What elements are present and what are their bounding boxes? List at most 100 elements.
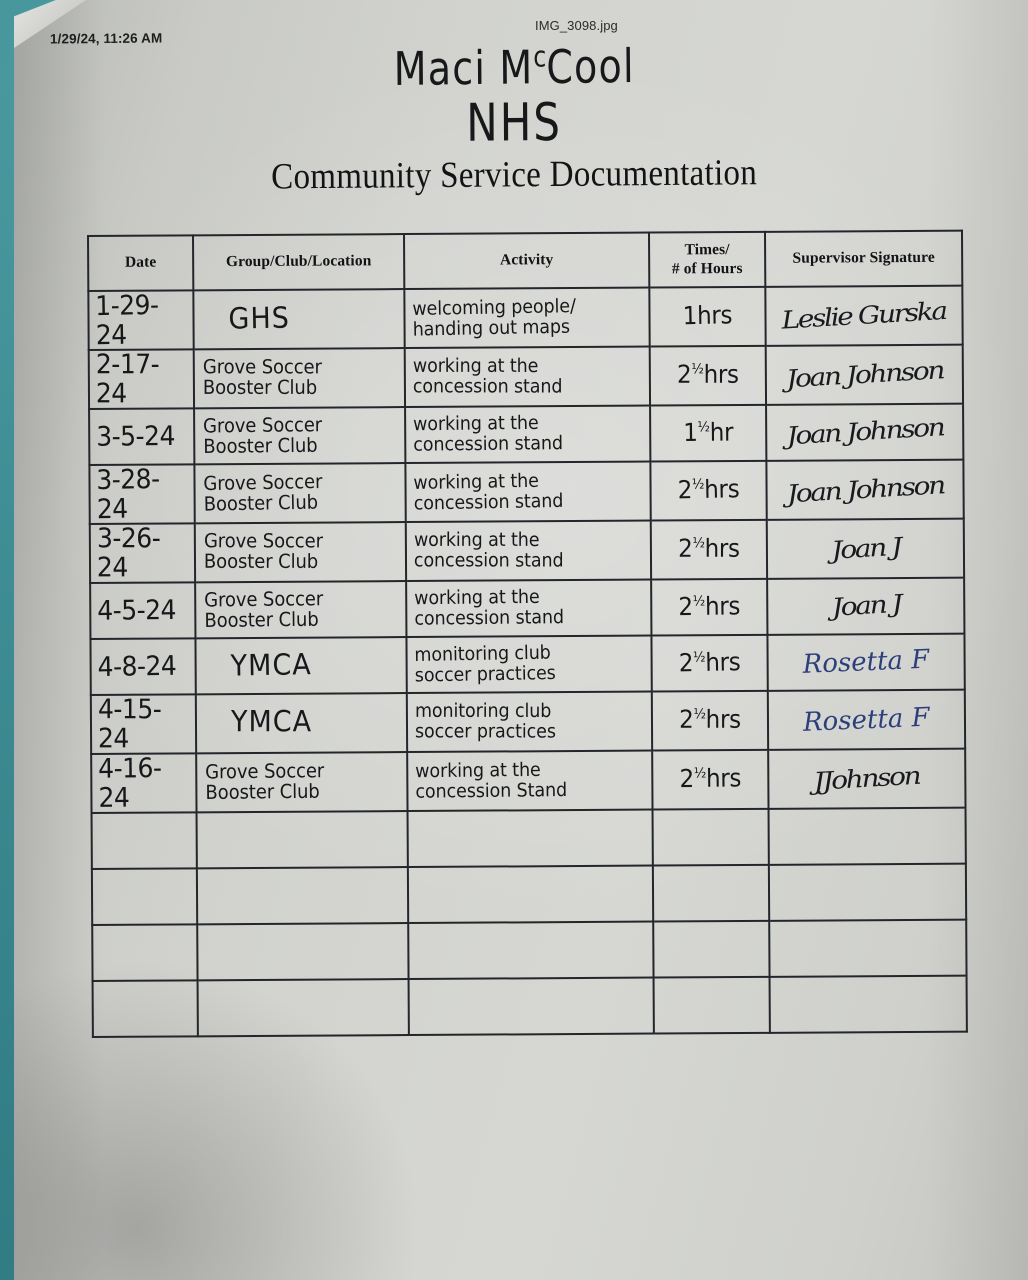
cell-group[interactable]: [197, 923, 409, 981]
cell-activity[interactable]: working at the concession stand: [405, 405, 651, 464]
cell-group[interactable]: Grove Soccer Booster Club: [194, 407, 406, 465]
cell-hours[interactable]: 2½hrs: [650, 519, 768, 580]
hours-value: 2½hrs: [651, 474, 766, 507]
hours-fraction: ½: [691, 476, 705, 494]
cell-activity[interactable]: working at the concession stand: [405, 461, 651, 523]
cell-activity[interactable]: [407, 865, 654, 924]
cell-date[interactable]: 4-16-24: [91, 752, 197, 813]
cell-date[interactable]: [91, 812, 197, 869]
cell-hours[interactable]: 2½hrs: [651, 578, 768, 636]
hours-value: [655, 1002, 769, 1008]
cell-activity[interactable]: working at the concession stand: [406, 579, 652, 638]
table-row[interactable]: [91, 807, 966, 869]
cell-signature[interactable]: Joan Johnson: [765, 344, 964, 405]
cell-group[interactable]: [196, 867, 409, 925]
cell-signature[interactable]: Joan J: [766, 518, 965, 579]
cell-date[interactable]: 4-5-24: [90, 582, 196, 639]
table-row[interactable]: 4-15-24 YMCA monitoring club soccer practic…: [90, 689, 966, 754]
cell-hours[interactable]: 1½hr: [650, 404, 767, 462]
cell-group[interactable]: YMCA: [195, 637, 407, 695]
table-row[interactable]: 3-28-24 Grove Soccer Booster Club working a…: [89, 459, 964, 524]
cell-signature[interactable]: Rosetta F: [767, 689, 966, 750]
cell-group[interactable]: Grove Soccer Booster Club: [196, 752, 408, 813]
cell-date[interactable]: 4-8-24: [90, 638, 196, 695]
cell-date[interactable]: 3-28-24: [89, 463, 195, 524]
date-value: 3-26-24: [96, 522, 161, 583]
cell-activity[interactable]: welcoming people/handing out maps: [404, 287, 650, 349]
cell-activity[interactable]: [408, 921, 654, 980]
cell-date[interactable]: 3-5-24: [89, 408, 195, 465]
hours-fraction: ½: [693, 706, 706, 724]
cell-hours[interactable]: [652, 864, 770, 922]
table-row[interactable]: [92, 919, 967, 981]
cell-activity[interactable]: [408, 977, 654, 1036]
cell-date[interactable]: [92, 924, 198, 981]
cell-group[interactable]: Grove Soccer Booster Club: [193, 348, 406, 409]
cell-group[interactable]: [197, 979, 409, 1037]
cell-date[interactable]: 4-15-24: [90, 693, 197, 754]
hours-value: 2½hrs: [652, 647, 767, 680]
cell-signature[interactable]: [769, 919, 967, 977]
hours-unit: hrs: [703, 361, 739, 390]
cell-hours[interactable]: [652, 808, 769, 866]
cell-signature[interactable]: JJohnson: [768, 748, 966, 809]
activity-value: [410, 1002, 653, 1011]
hours-unit: hrs: [705, 765, 742, 794]
cell-date[interactable]: 1-29-24: [88, 289, 194, 350]
group-value: GHS: [194, 300, 404, 339]
table-row[interactable]: 4-16-24 Grove Soccer Booster Club working a…: [91, 748, 966, 813]
group-line-1: GHS: [228, 301, 291, 337]
group-line-2: Booster Club: [205, 780, 320, 805]
cell-signature[interactable]: [768, 863, 967, 921]
activity-line-2: [416, 836, 647, 840]
cell-group[interactable]: YMCA: [195, 693, 408, 754]
table-row[interactable]: 1-29-24 GHS welcoming people/handing out m…: [88, 285, 963, 350]
cell-group[interactable]: GHS: [193, 289, 405, 350]
cell-date[interactable]: 3-26-24: [89, 522, 196, 583]
table-row[interactable]: 2-17-24 Grove Soccer Booster Club working a…: [88, 344, 964, 409]
cell-signature[interactable]: [769, 975, 967, 1033]
hours-fraction: ½: [693, 765, 707, 783]
cell-date[interactable]: [91, 868, 198, 925]
cell-hours[interactable]: 2½hrs: [650, 460, 767, 521]
table-row[interactable]: [91, 863, 967, 925]
cell-activity[interactable]: working at the concession stand: [404, 346, 651, 408]
cell-signature[interactable]: Rosetta F: [767, 633, 965, 691]
cell-hours[interactable]: 2½hrs: [651, 634, 768, 692]
cell-group[interactable]: Grove Soccer Booster Club: [194, 463, 406, 524]
table-row[interactable]: 3-26-24 Grove Soccer Booster Club working a…: [89, 518, 965, 583]
activity-line-1: working at the: [412, 355, 539, 378]
cell-activity[interactable]: [407, 809, 653, 868]
cell-activity[interactable]: monitoring club soccer practices: [406, 635, 652, 694]
date-value: 4-15-24: [97, 693, 162, 754]
cell-activity[interactable]: working at the concession Stand: [407, 750, 653, 812]
cell-signature[interactable]: Joan J: [767, 577, 965, 635]
cell-group[interactable]: Grove Soccer Booster Club: [195, 581, 407, 639]
date-value: [93, 894, 196, 898]
table-row[interactable]: 3-5-24 Grove Soccer Booster Club working at…: [89, 403, 964, 465]
hours-value: 2½hrs: [652, 534, 766, 565]
cell-group[interactable]: Grove Soccer Booster Club: [194, 522, 407, 583]
cell-date[interactable]: 2-17-24: [88, 348, 195, 409]
cell-hours[interactable]: 2½hrs: [652, 749, 769, 810]
cell-hours[interactable]: 2½hrs: [651, 690, 769, 751]
table-row[interactable]: 4-8-24 YMCA monitoring club soccer practice…: [90, 633, 965, 695]
hours-value: 1hrs: [650, 300, 765, 333]
cell-signature[interactable]: Joan Johnson: [766, 403, 964, 461]
cell-hours[interactable]: 1hrs: [649, 286, 766, 347]
cell-hours[interactable]: 2½hrs: [649, 345, 767, 406]
cell-date[interactable]: [92, 980, 198, 1037]
table-row[interactable]: 4-5-24 Grove Soccer Booster Club working at…: [90, 577, 965, 639]
table-row[interactable]: [92, 975, 967, 1037]
hours-whole: 2: [678, 535, 693, 564]
cell-signature[interactable]: Leslie Gurska: [765, 285, 963, 346]
cell-activity[interactable]: working at the concession stand: [405, 520, 652, 582]
cell-signature[interactable]: [768, 807, 966, 865]
organization-name: NHS: [466, 91, 563, 154]
cell-activity[interactable]: monitoring club soccer practices: [406, 691, 653, 753]
activity-line-2: concession stand: [414, 606, 565, 631]
cell-hours[interactable]: [653, 920, 770, 978]
cell-signature[interactable]: Joan Johnson: [766, 459, 964, 520]
cell-group[interactable]: [196, 811, 408, 869]
cell-hours[interactable]: [653, 976, 770, 1034]
